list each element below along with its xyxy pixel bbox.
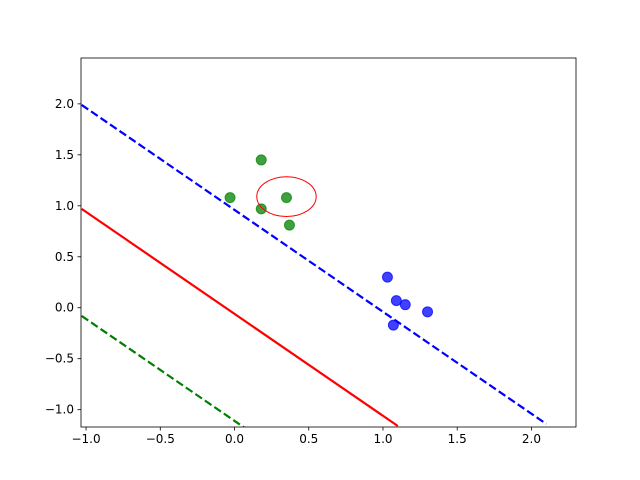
y-tick-label: 0.5 [55, 250, 74, 264]
point [390, 295, 402, 307]
y-tick-label: 1.0 [55, 199, 74, 213]
y-tick-label: 0.0 [55, 301, 74, 315]
point [387, 319, 399, 331]
x-tick-label: 1.0 [373, 432, 392, 446]
point [255, 203, 267, 215]
x-tick-label: 2.0 [522, 432, 541, 446]
y-tick-label: −1.0 [45, 403, 74, 417]
line [81, 207, 399, 427]
line [81, 314, 246, 427]
point [399, 299, 411, 311]
x-tick-label: 0.0 [225, 432, 244, 446]
plot-area [81, 103, 547, 427]
point [381, 271, 393, 283]
x-tick-label: 0.5 [299, 432, 318, 446]
y-tick-label: −0.5 [45, 352, 74, 366]
point [224, 192, 236, 204]
point [283, 219, 295, 231]
x-tick-label: −1.0 [71, 432, 100, 446]
y-tick-label: 2.0 [55, 97, 74, 111]
y-tick-label: 1.5 [55, 148, 74, 162]
x-tick-label: 1.5 [448, 432, 467, 446]
point [422, 306, 434, 318]
x-tick-label: −0.5 [146, 432, 175, 446]
line [81, 103, 547, 425]
axes-frame [80, 57, 577, 428]
point [255, 154, 267, 166]
point [280, 192, 292, 204]
highlight-circle [256, 176, 317, 218]
axes: −1.0 −0.5 0.0 0.5 1.0 1.5 2.0 −1.0 −0.5 0.0 0.5 1.0… [45, 97, 541, 446]
